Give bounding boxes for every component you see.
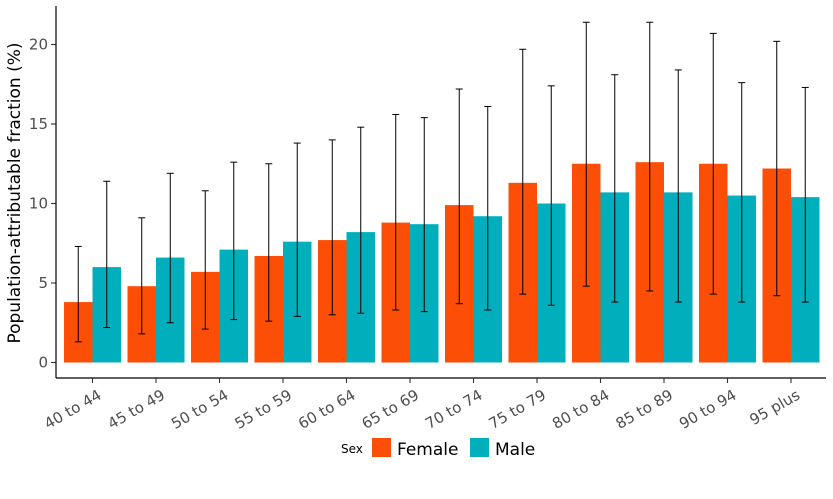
y-tick-label: 0 [38, 354, 48, 372]
legend-swatch-female [372, 438, 391, 457]
bars [64, 162, 820, 363]
x-tick-label: 70 to 74 [422, 386, 485, 433]
x-tick-label: 95 plus [746, 386, 803, 429]
y-axis-ticks: 0 5 10 15 20 [29, 36, 56, 372]
error-bars [74, 21, 809, 343]
x-tick-label: 65 to 69 [359, 386, 422, 433]
legend: Sex Female Male [341, 438, 535, 460]
legend-label-male: Male [495, 440, 535, 460]
y-tick-label: 15 [29, 115, 48, 133]
x-tick-label: 55 to 59 [232, 386, 295, 433]
x-tick-label: 75 to 79 [486, 386, 549, 433]
x-tick-label: 45 to 49 [105, 386, 168, 433]
x-tick-label: 50 to 54 [168, 386, 231, 433]
legend-swatch-male [470, 438, 489, 457]
x-tick-label: 80 to 84 [549, 386, 612, 433]
y-axis-title: Population-attributable fraction (%) [5, 42, 25, 343]
y-tick-label: 20 [29, 36, 48, 54]
x-tick-label: 60 to 64 [295, 386, 358, 433]
y-tick-label: 5 [38, 274, 48, 292]
x-tick-label: 90 to 94 [676, 386, 739, 433]
y-tick-label: 10 [29, 195, 48, 213]
legend-label-female: Female [397, 440, 458, 460]
legend-title: Sex [341, 442, 363, 456]
x-tick-label: 85 to 89 [613, 386, 676, 433]
x-axis-ticks: 40 to 44 45 to 49 50 to 54 55 to 59 60 to 64… [41, 378, 803, 433]
x-tick-label: 40 to 44 [41, 386, 104, 433]
